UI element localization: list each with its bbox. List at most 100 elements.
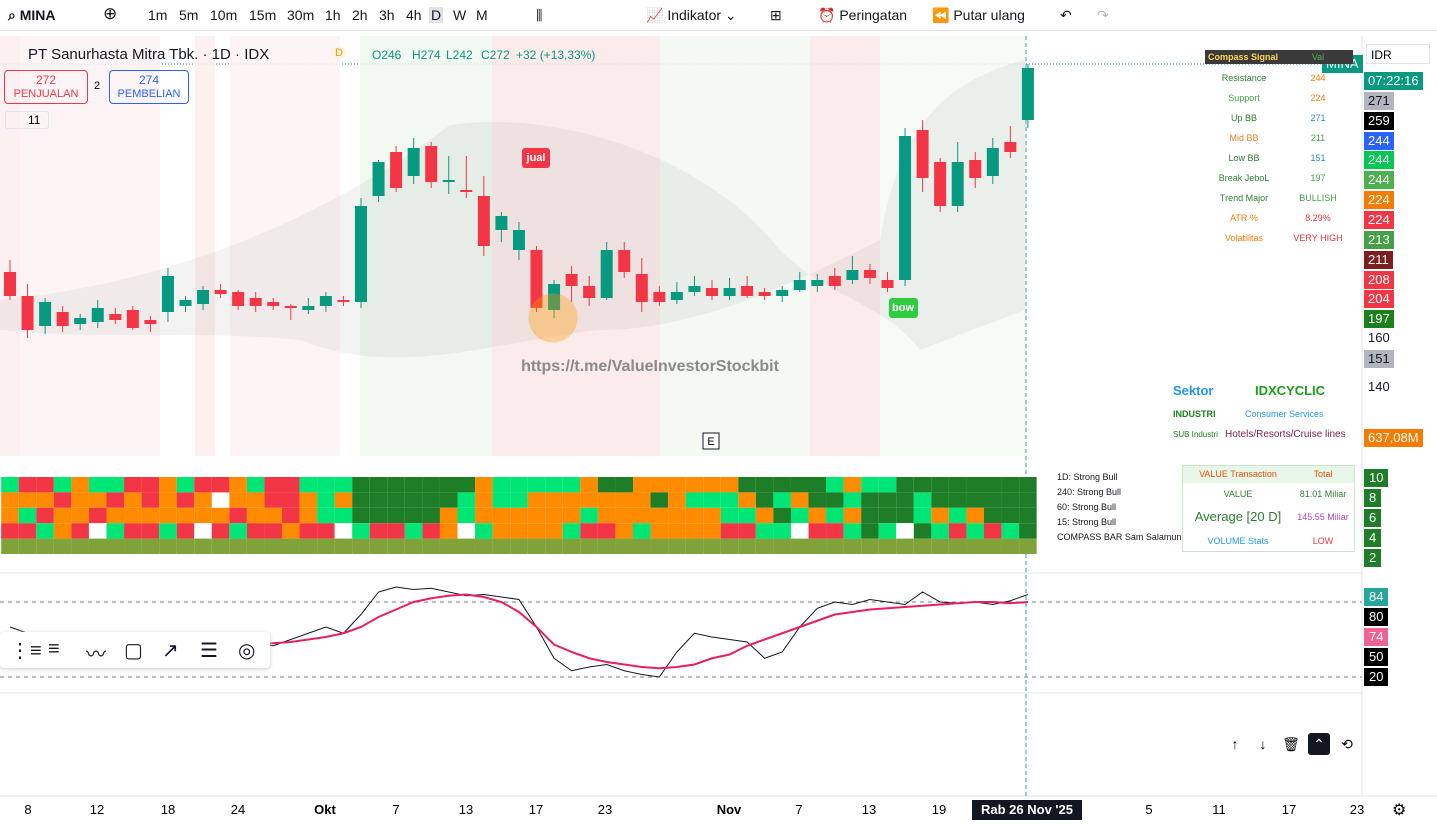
add-symbol[interactable]: ⊕ xyxy=(103,4,118,23)
interval-button[interactable]: 5m xyxy=(179,7,199,23)
tool-button[interactable]: 〰 xyxy=(86,644,106,666)
compass-cell xyxy=(773,538,791,554)
tool-button[interactable]: ⋮≡ xyxy=(10,640,42,662)
sell-signal-bg xyxy=(522,148,550,168)
pane-button[interactable]: ⌃ xyxy=(1308,733,1330,755)
price-label: 259 xyxy=(1364,112,1394,130)
pane-button[interactable]: ↓ xyxy=(1259,736,1267,752)
x-tick-label: 23 xyxy=(1349,802,1365,817)
interval-button[interactable]: W xyxy=(453,7,467,23)
symbol-search[interactable]: ⌕ MINA xyxy=(8,7,56,23)
compass-cell xyxy=(948,492,967,508)
replay-button[interactable]: ⏪ Putar ulang xyxy=(932,7,1025,23)
interval-button[interactable]: 30m xyxy=(287,7,315,23)
compass-cell xyxy=(71,492,89,508)
bar-style[interactable]: ⫼ xyxy=(536,7,543,23)
candle-body xyxy=(828,276,841,286)
compass-cell xyxy=(1001,538,1020,554)
currency-select[interactable]: IDR xyxy=(1366,44,1430,64)
compass-cell xyxy=(71,538,89,554)
candle-body xyxy=(863,270,876,278)
compass-cell xyxy=(18,507,37,524)
session-band xyxy=(20,36,160,456)
indicator-count[interactable]: 11 xyxy=(5,111,50,129)
compass-cell xyxy=(720,507,739,524)
compass-cell xyxy=(457,477,476,493)
candle-body xyxy=(881,280,894,288)
compass-cell xyxy=(106,507,125,524)
compass-cell xyxy=(931,507,949,524)
settings-button[interactable]: ⚙ xyxy=(1392,802,1407,819)
candle-body xyxy=(232,292,245,306)
buy-button[interactable]: 274 PEMBELIAN xyxy=(109,70,189,104)
interval-button[interactable]: 1m xyxy=(148,7,168,23)
value-table: VALUE Transaction Total VALUE 81.01 Miliar A… xyxy=(1182,465,1355,552)
compass-cell xyxy=(1001,492,1020,508)
undo[interactable]: ↶ xyxy=(1060,7,1072,23)
tool-button[interactable]: ↗ xyxy=(162,640,179,662)
highlight xyxy=(528,293,578,343)
pane-button[interactable]: ↑ xyxy=(1231,736,1239,752)
value-header-cell: Total xyxy=(1313,469,1333,479)
compass-cell xyxy=(808,523,827,539)
price-label: 160 xyxy=(1368,330,1390,345)
compass-cell xyxy=(141,477,160,493)
interval-button[interactable]: 3h xyxy=(379,7,395,23)
sell-button[interactable]: 272 PENJUALAN xyxy=(4,70,88,104)
interval-button[interactable]: 1h xyxy=(325,7,341,23)
compass-cell xyxy=(913,523,932,539)
compass-cell xyxy=(650,523,669,539)
compass-cell xyxy=(1001,477,1020,493)
alerts-button[interactable]: ⏰ Peringatan xyxy=(818,7,908,23)
compass-cell xyxy=(861,523,879,539)
compass-cell xyxy=(931,538,949,554)
tool-button[interactable]: ◎ xyxy=(238,640,256,662)
compass-cell xyxy=(282,477,300,493)
tool-button[interactable]: ▢ xyxy=(124,640,143,662)
compass-cell xyxy=(615,492,633,508)
compass-cell xyxy=(334,523,353,539)
layouts-button[interactable]: ⊞ xyxy=(770,7,782,23)
signal-name: Trend Major xyxy=(1219,193,1269,203)
interval-button[interactable]: D xyxy=(429,7,444,23)
stoch-axis-label: 80 xyxy=(1364,608,1389,626)
pane-button[interactable]: 🗑 xyxy=(1282,736,1300,752)
x-tick-label: 12 xyxy=(89,802,105,817)
pane-button[interactable]: ⟲ xyxy=(1341,736,1353,752)
compass-cell xyxy=(1019,523,1037,539)
compass-cell xyxy=(106,477,125,493)
compass-cell xyxy=(931,523,949,539)
compass-cell xyxy=(1001,523,1020,539)
signal-name: Support xyxy=(1228,93,1260,103)
compass-cell xyxy=(141,492,160,508)
compass-cell xyxy=(352,477,370,493)
indicators-button[interactable]: 📈 Indikator ⌄ xyxy=(646,7,737,23)
tool-button[interactable]: ☰ xyxy=(200,640,218,662)
interval-button[interactable]: 10m xyxy=(210,7,238,23)
tool-button[interactable]: ≡ xyxy=(48,638,60,660)
compass-cell xyxy=(106,538,125,554)
signal-value: 197 xyxy=(1310,173,1326,183)
compass-cell xyxy=(317,523,335,539)
compass-cell xyxy=(773,523,791,539)
compass-cell xyxy=(755,507,774,524)
candle-body xyxy=(899,136,912,280)
redo[interactable]: ↷ xyxy=(1097,7,1109,23)
compass-cell xyxy=(1,492,19,508)
interval-button[interactable]: 15m xyxy=(249,7,277,23)
compass-cell xyxy=(352,538,370,554)
value-name: Average [20 D] xyxy=(1194,509,1282,524)
interval-button[interactable]: 2h xyxy=(352,7,368,23)
interval-button[interactable]: M xyxy=(476,7,488,23)
value-header xyxy=(1183,466,1354,483)
session-band xyxy=(230,36,340,456)
interval-button[interactable]: 4h xyxy=(406,7,422,23)
compass-cell xyxy=(790,538,809,554)
compass-cell xyxy=(562,492,581,508)
change-value: +32 (+13,33%) xyxy=(516,48,596,62)
candle-body xyxy=(284,306,297,308)
compass-cell xyxy=(246,477,265,493)
compass-cell xyxy=(510,477,528,493)
compass-cell xyxy=(88,523,107,539)
compass-cell xyxy=(984,492,1002,508)
